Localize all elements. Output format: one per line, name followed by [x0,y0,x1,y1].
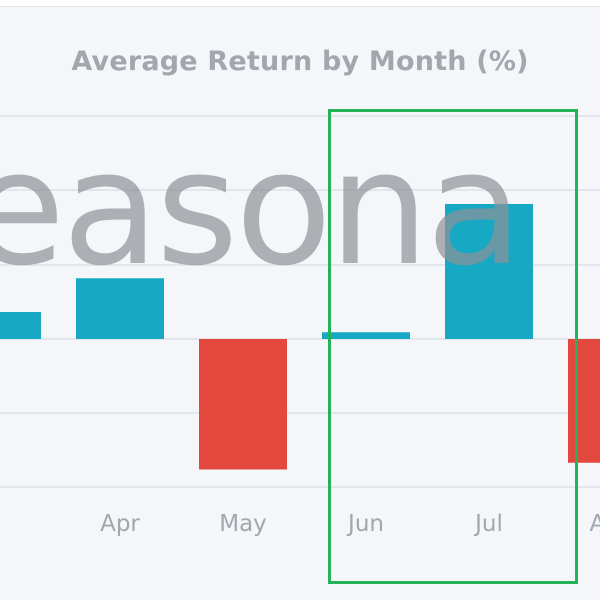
bar-jun [322,332,410,339]
watermark-logo: easona [0,117,523,301]
bar-may [199,339,287,470]
tick-label-may: May [219,511,267,537]
tick-label-apr: Apr [100,511,140,537]
highlight-box [328,109,578,584]
bar-jul [445,204,533,339]
tick-label-aug: Aug [590,511,600,537]
chart-title: Average Return by Month (%) [71,46,529,77]
tick-labels: Apr May Jun Jul Aug [100,511,600,537]
bar-aug [568,339,600,463]
tick-label-jul: Jul [473,511,503,537]
bar-apr [76,278,164,339]
bars [0,204,600,470]
bar-mar [0,312,41,339]
tick-label-jun: Jun [346,511,384,537]
